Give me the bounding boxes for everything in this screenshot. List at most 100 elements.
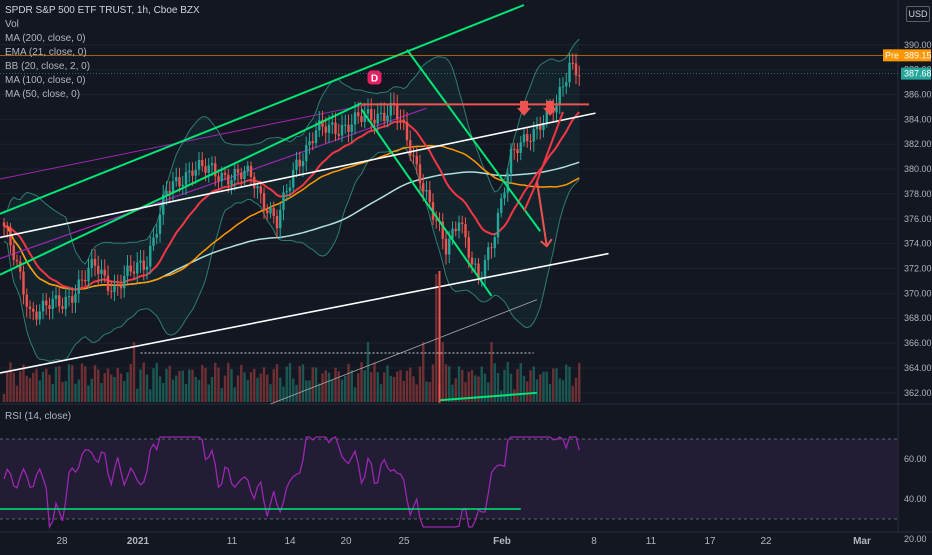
candle-body bbox=[337, 133, 340, 136]
volume-bar bbox=[503, 369, 506, 402]
candle-body bbox=[376, 113, 379, 124]
bollinger-upper-line bbox=[3, 38, 580, 265]
event-marker-label: D bbox=[371, 74, 378, 85]
time-tick-label: 2021 bbox=[127, 536, 150, 547]
volume-bar bbox=[132, 342, 136, 402]
candle-body bbox=[305, 145, 308, 162]
volume-bar bbox=[392, 376, 396, 402]
time-tick-label: 25 bbox=[398, 536, 410, 547]
candle-body bbox=[256, 186, 259, 189]
volume-bar bbox=[288, 363, 292, 402]
volume-bar bbox=[77, 379, 80, 402]
candle-body bbox=[448, 238, 451, 255]
candle-body bbox=[136, 262, 139, 274]
candle-body bbox=[51, 298, 54, 309]
volume-bar bbox=[461, 369, 464, 402]
volume-bar bbox=[483, 373, 487, 402]
volume-bar bbox=[84, 366, 87, 402]
volume-bar bbox=[311, 367, 314, 402]
candle-body bbox=[331, 122, 334, 125]
ma50-line bbox=[3, 144, 580, 291]
volume-bar bbox=[574, 377, 578, 402]
rsi-band bbox=[0, 439, 898, 519]
volume-bar bbox=[9, 362, 12, 402]
legend-volume[interactable]: Vol bbox=[5, 19, 19, 30]
grey-trend-line bbox=[270, 299, 538, 405]
volume-bar bbox=[558, 378, 561, 402]
volume-bar bbox=[129, 364, 132, 402]
candle-body bbox=[295, 159, 298, 170]
candle-body bbox=[412, 155, 415, 157]
candle-body bbox=[106, 275, 110, 291]
currency-button[interactable]: USD bbox=[906, 6, 930, 22]
volume-bar bbox=[519, 363, 522, 402]
event-marker[interactable] bbox=[367, 70, 382, 85]
volume-bar bbox=[259, 373, 262, 402]
candle-body bbox=[230, 180, 233, 185]
candle-body bbox=[175, 177, 178, 182]
legend-ma200[interactable]: MA (200, close, 0) bbox=[5, 33, 86, 44]
volume-bar bbox=[370, 372, 373, 402]
candle-body bbox=[158, 214, 162, 234]
volume-bar bbox=[360, 362, 363, 402]
candle-body bbox=[201, 160, 204, 167]
green-channel-lower bbox=[0, 102, 362, 276]
candle-body bbox=[506, 173, 509, 193]
legend-ema21[interactable]: EMA (21, close, 0) bbox=[5, 47, 87, 58]
candle-body bbox=[565, 82, 568, 87]
candle-body bbox=[373, 119, 376, 124]
legend-ma100[interactable]: MA (100, close, 0) bbox=[5, 75, 86, 86]
volume-bar bbox=[347, 363, 350, 402]
candle-body bbox=[171, 181, 175, 193]
volume-bar bbox=[298, 365, 301, 402]
pre-price-badge[interactable] bbox=[901, 49, 931, 62]
price-tick-label: 370.00 bbox=[904, 288, 932, 298]
candle-body bbox=[74, 293, 77, 303]
candle-body bbox=[383, 112, 386, 122]
volume-bar bbox=[314, 367, 318, 402]
volume-bar bbox=[181, 370, 184, 402]
candle-body bbox=[340, 124, 344, 136]
volume-bar bbox=[126, 372, 129, 402]
candle-body bbox=[188, 170, 191, 173]
pre-badge[interactable] bbox=[883, 49, 901, 62]
candle-body bbox=[461, 222, 464, 225]
volume-bar bbox=[142, 362, 145, 402]
volume-bar bbox=[175, 375, 178, 402]
candle-body bbox=[119, 285, 123, 289]
candle-body bbox=[350, 124, 353, 133]
legend-ma50[interactable]: MA (50, close, 0) bbox=[5, 89, 81, 100]
rsi-legend[interactable]: RSI (14, close) bbox=[5, 411, 72, 422]
volume-bar bbox=[139, 369, 142, 402]
candle-body bbox=[165, 190, 168, 195]
candle-body bbox=[38, 311, 41, 320]
candle-body bbox=[243, 170, 246, 179]
candle-body bbox=[71, 296, 74, 303]
volume-bar bbox=[197, 379, 201, 402]
red-down-arrow bbox=[543, 100, 557, 116]
volume-bar bbox=[25, 375, 28, 402]
volume-bar bbox=[210, 377, 214, 402]
red-target-arrow-head bbox=[540, 238, 553, 248]
last-price-badge[interactable] bbox=[901, 67, 931, 80]
volume-bar bbox=[568, 366, 571, 402]
volume-bar bbox=[249, 372, 253, 402]
volume-bar bbox=[269, 384, 272, 402]
volume-bar bbox=[396, 371, 399, 402]
time-tick-label: Feb bbox=[493, 536, 511, 547]
volume-bar bbox=[444, 364, 448, 402]
candle-body bbox=[464, 224, 467, 238]
candle-body bbox=[435, 219, 438, 221]
candle-body bbox=[35, 311, 38, 320]
candle-body bbox=[535, 124, 539, 129]
volume-bar bbox=[243, 372, 246, 402]
volume-bar bbox=[6, 371, 9, 402]
legend-bollinger[interactable]: BB (20, close, 2, 0) bbox=[5, 61, 91, 72]
candle-body bbox=[155, 233, 158, 238]
volume-bar bbox=[529, 370, 532, 402]
candle-body bbox=[327, 124, 331, 133]
candle-body bbox=[194, 169, 197, 176]
candle-body bbox=[370, 108, 373, 120]
